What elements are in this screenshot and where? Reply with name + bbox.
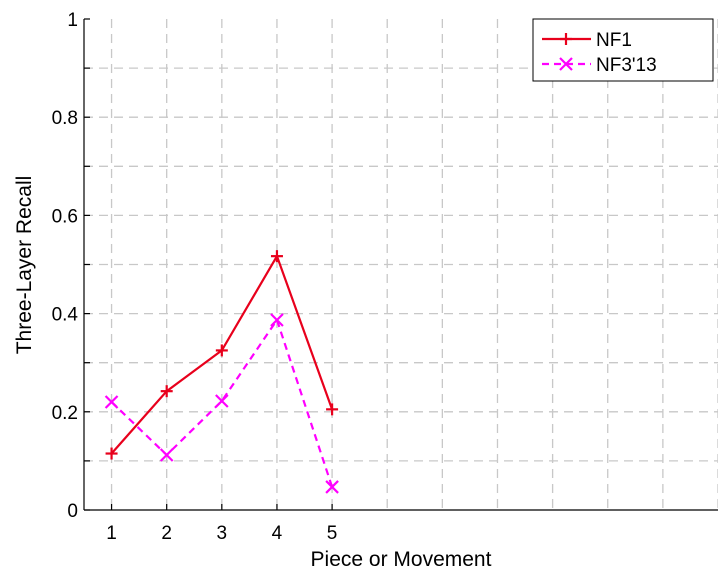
y-tick-label: 1 <box>67 10 78 31</box>
legend-label: NF1 <box>596 30 632 51</box>
x-tick-label: 4 <box>272 523 283 544</box>
y-axis-title: Three-Layer Recall <box>13 176 36 355</box>
y-tick-label: 0.6 <box>52 206 78 227</box>
x-tick-label: 5 <box>327 523 338 544</box>
data-point <box>105 447 118 460</box>
data-point <box>215 344 228 357</box>
data-point <box>325 480 339 494</box>
x-tick-label: 1 <box>106 523 117 544</box>
x-axis-title: Piece or Movement <box>311 548 492 571</box>
data-point <box>215 394 229 408</box>
legend-box <box>532 18 714 82</box>
data-point <box>159 448 174 462</box>
legend-marker <box>560 33 572 45</box>
data-point <box>104 395 119 409</box>
legend: NF1 NF3'13 <box>532 18 714 82</box>
y-tick-label: 0 <box>67 501 78 522</box>
x-tick-label: 3 <box>217 523 228 544</box>
axes: 0 0.2 0.4 0.6 0.8 1 1 2 3 4 5 <box>52 10 718 544</box>
data-point <box>326 403 339 416</box>
series-line-1 <box>110 317 334 488</box>
data-point <box>270 313 284 327</box>
y-tick-label: 0.8 <box>52 108 78 129</box>
data-point <box>270 250 283 263</box>
y-tick-label: 0.2 <box>52 403 78 424</box>
y-tick-label: 0.4 <box>52 305 79 326</box>
legend-label: NF3'13 <box>596 55 657 76</box>
x-tick-label: 2 <box>161 523 172 544</box>
data-point <box>160 385 173 398</box>
series-layer <box>104 250 339 494</box>
legend-marker <box>559 57 573 71</box>
